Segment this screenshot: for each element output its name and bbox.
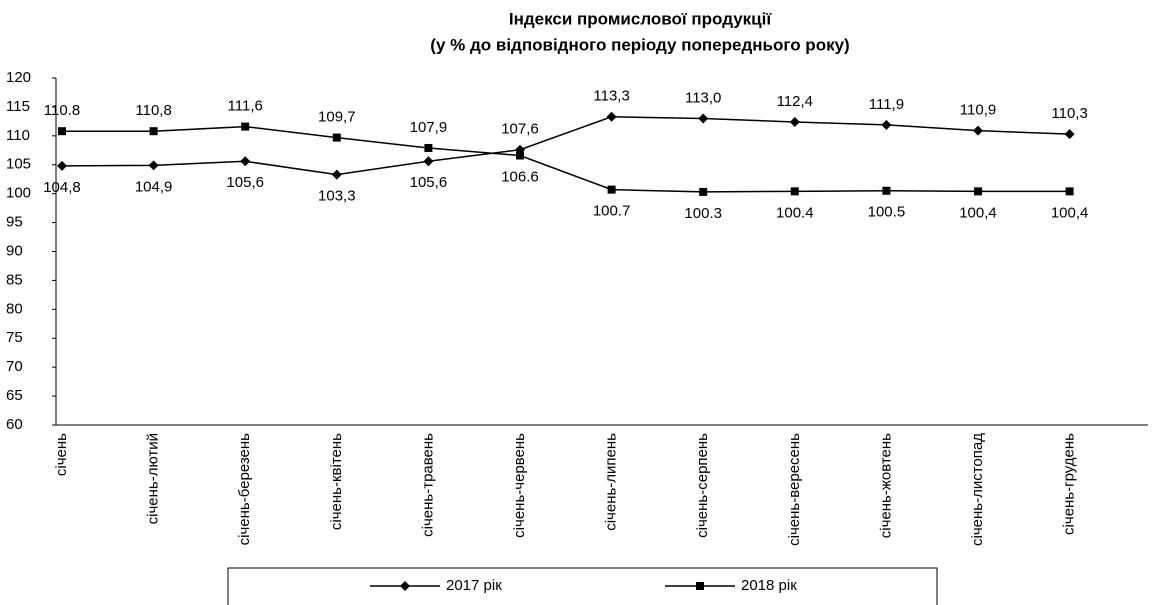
y-tick-label: 95 — [6, 214, 23, 231]
x-tick-label: січень-серпень — [694, 433, 711, 538]
x-tick-label: січень-листопад — [969, 433, 986, 546]
y-tick-label: 100 — [6, 185, 31, 202]
series-line — [61, 115, 1070, 176]
y-tick-label: 115 — [6, 98, 30, 115]
point — [57, 160, 67, 171]
data-label: 113,3 — [593, 88, 629, 105]
y-tick-label: 80 — [6, 300, 23, 317]
data-label: 109,7 — [318, 109, 356, 126]
x-tick-label: січень-липень — [603, 433, 620, 531]
chart-title: Індекси промислової продукції — [509, 9, 772, 28]
x-tick-label: січень-квітень — [328, 433, 345, 530]
point — [148, 160, 159, 171]
data-label: 110,8 — [135, 102, 171, 119]
x-tick-label: січень-вересень — [786, 433, 803, 546]
point — [424, 143, 433, 152]
point — [974, 187, 982, 196]
chart-subtitle: (у % до відповідного періоду попередньог… — [430, 35, 849, 54]
y-tick-label: 85 — [6, 271, 23, 288]
y-tick-label: 70 — [6, 358, 23, 375]
data-label: 100.4 — [776, 204, 814, 221]
y-tick-label: 65 — [6, 387, 23, 404]
series-line — [62, 125, 1070, 193]
point — [423, 156, 434, 167]
x-tick-label: січень-лютий — [145, 433, 162, 524]
point — [696, 582, 704, 590]
point — [699, 187, 708, 196]
y-tick-label: 60 — [6, 416, 23, 433]
y-tick-label: 90 — [6, 242, 23, 259]
point — [698, 113, 709, 124]
data-label: 100.3 — [684, 205, 722, 222]
point — [882, 186, 891, 195]
data-label: 107,6 — [501, 121, 539, 138]
data-label: 100,4 — [1051, 204, 1089, 221]
y-tick-label: 105 — [6, 156, 31, 173]
data-label: 112,4 — [777, 93, 813, 110]
data-label: 106.6 — [501, 168, 539, 185]
point — [606, 111, 617, 122]
point — [331, 169, 342, 180]
point — [881, 119, 892, 130]
point — [240, 156, 251, 167]
data-label: 113,0 — [685, 89, 721, 106]
point — [789, 116, 800, 127]
x-tick-label: січень-травень — [419, 433, 436, 537]
point — [241, 122, 250, 131]
y-tick-label: 120 — [6, 69, 31, 86]
data-label: 104,9 — [135, 178, 173, 195]
point — [149, 127, 158, 136]
data-label: 111,6 — [228, 98, 263, 115]
legend-label: 2018 рік — [741, 577, 797, 594]
legend-label: 2017 рік — [446, 577, 502, 594]
data-label: 105,6 — [410, 174, 448, 191]
point — [332, 133, 341, 142]
point — [516, 151, 524, 160]
x-tick-label: січень-грудень — [1061, 433, 1078, 535]
data-label: 110.8 — [44, 102, 80, 119]
point — [1065, 187, 1074, 196]
data-label: 100.7 — [593, 203, 631, 220]
x-tick-label: січень — [53, 433, 70, 476]
point — [607, 185, 616, 194]
point — [400, 581, 410, 591]
data-label: 104,8 — [43, 179, 81, 196]
data-label: 105,6 — [226, 174, 264, 191]
data-label: 110,9 — [960, 102, 996, 119]
point — [790, 187, 799, 196]
point — [1064, 129, 1075, 140]
x-tick-label: січень-червень — [511, 433, 528, 538]
data-label: 103,3 — [318, 188, 356, 205]
y-tick-label: 75 — [6, 329, 23, 346]
data-label: 100.5 — [868, 204, 906, 221]
y-tick-label: 110 — [6, 127, 30, 144]
data-label: 111,9 — [869, 96, 904, 113]
x-tick-label: січень-жовтень — [877, 433, 894, 538]
data-label: 110,3 — [1051, 105, 1087, 122]
data-label: 100,4 — [959, 204, 997, 221]
data-label: 107,9 — [410, 119, 448, 136]
point — [973, 125, 983, 136]
point — [58, 127, 66, 136]
x-tick-label: січень-березень — [236, 433, 253, 546]
legend-box — [227, 567, 938, 605]
